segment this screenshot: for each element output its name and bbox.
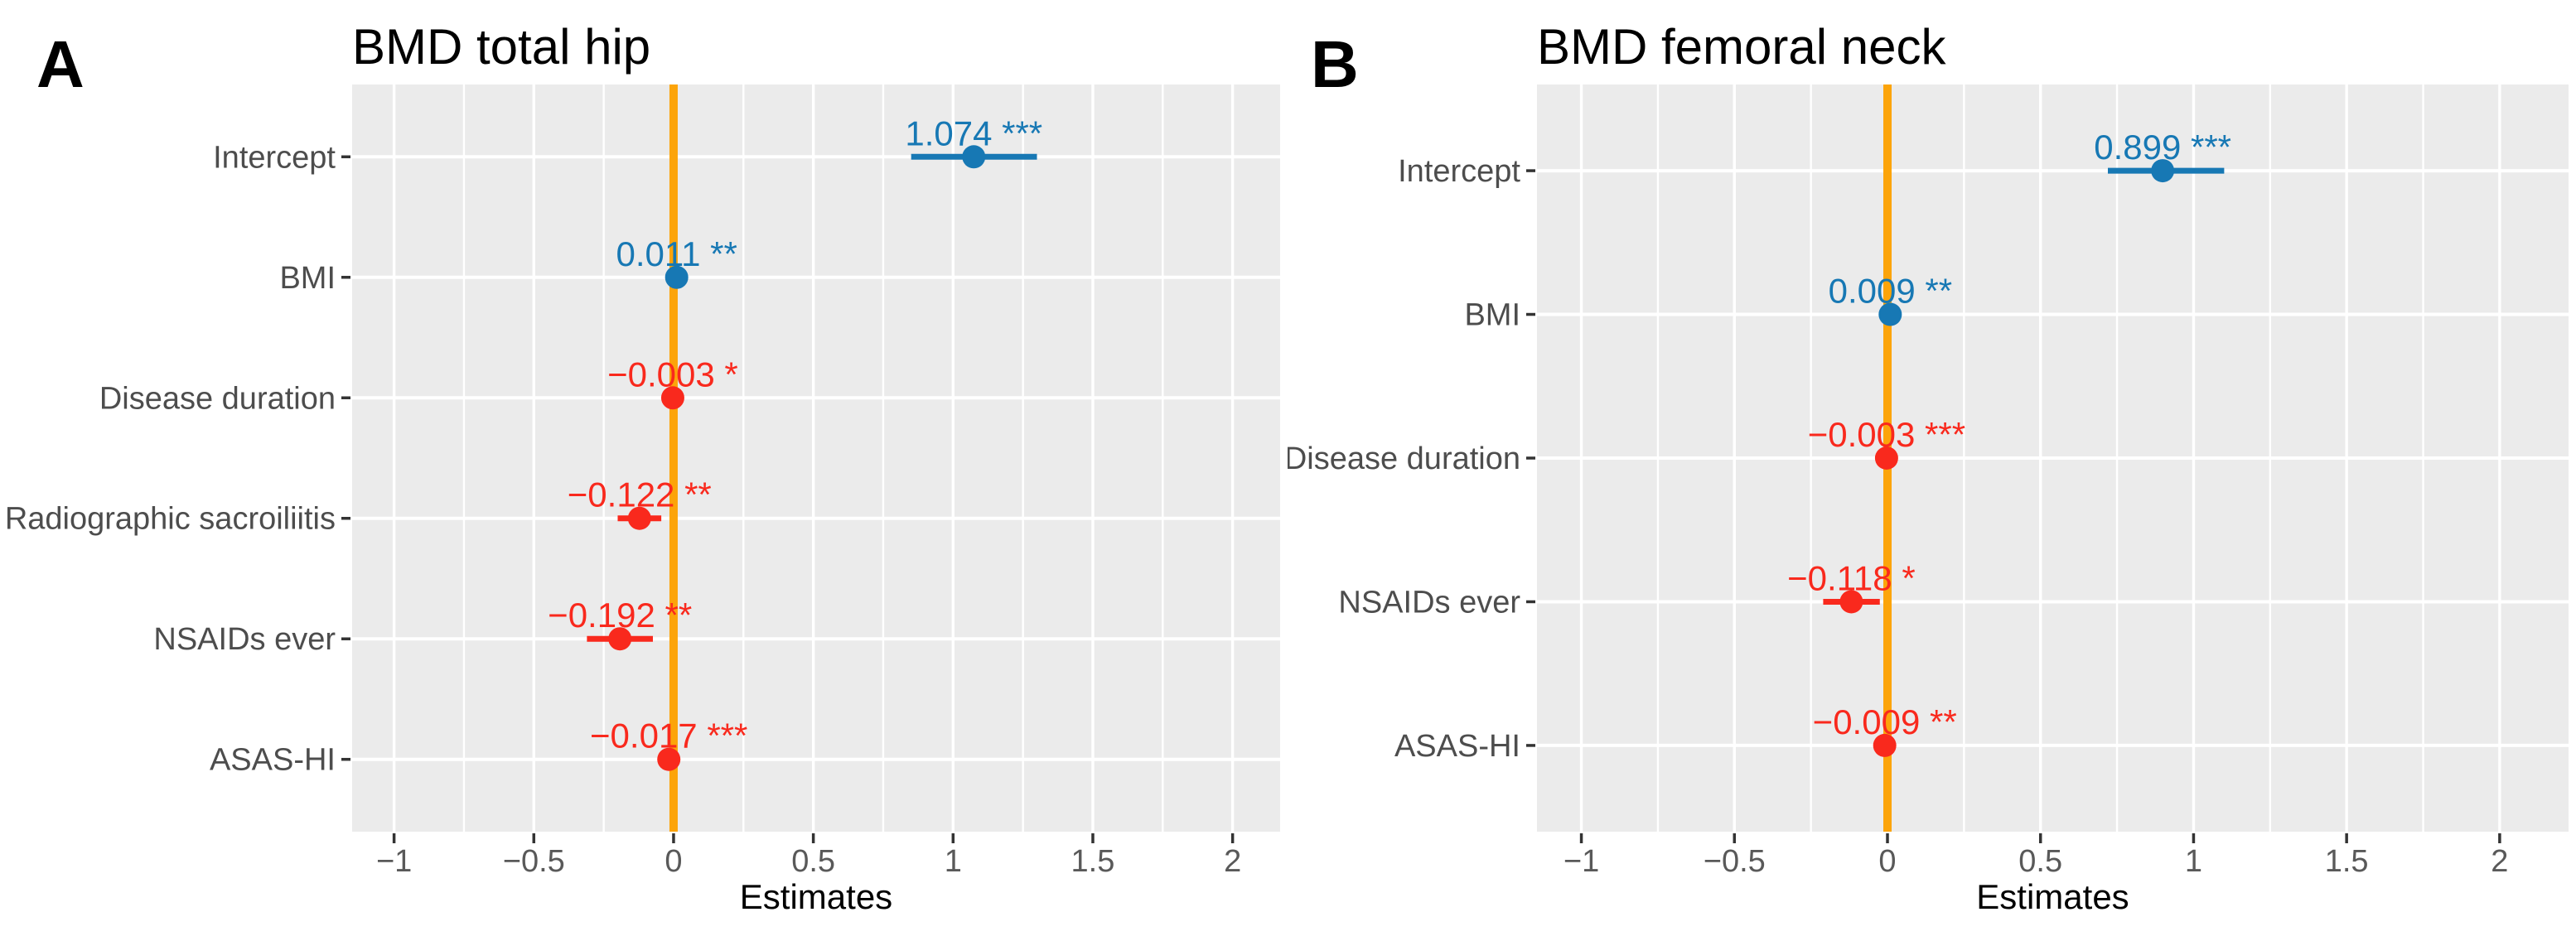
panel-b-title: BMD femoral neck: [1537, 19, 1946, 75]
estimate-point: [627, 506, 651, 530]
x-axis-tick-label: 1.5: [1071, 844, 1115, 879]
x-axis-tick-label: 0.5: [2018, 844, 2062, 879]
estimate-point: [660, 386, 684, 410]
estimate-label: −0.009 **: [1813, 702, 1957, 741]
x-axis-tick-label: 2: [1224, 844, 1241, 879]
estimate-point: [2151, 159, 2175, 183]
y-axis-category-label: Intercept: [213, 140, 336, 175]
estimate-point: [665, 265, 689, 289]
estimate-point: [962, 145, 986, 169]
panel-a: A BMD total hip 1.074 *** Intercept 0.011 …: [5, 19, 1280, 916]
estimate-label: −0.192 **: [548, 596, 692, 635]
panel-b-letter: B: [1311, 27, 1359, 101]
coefficient-row: 0.011 **: [616, 234, 737, 289]
y-axis-category-label: NSAIDs ever: [1338, 585, 1520, 620]
estimate-label: −0.017 ***: [590, 717, 747, 755]
x-axis-tick-label: −0.5: [1704, 844, 1766, 879]
panel-b: B BMD femoral neck 0.899 *** Intercept 0.0…: [1288, 0, 2576, 941]
estimate-point: [608, 627, 632, 651]
y-axis-category-label: Disease duration: [1288, 442, 1520, 476]
x-axis-tick-label: 0: [665, 844, 682, 879]
estimate-label: 0.009 **: [1829, 272, 1952, 311]
coefficient-row: 1.074 ***: [905, 113, 1042, 169]
x-axis-tick-label: 1: [945, 844, 962, 879]
x-axis-title: Estimates: [1976, 877, 2129, 916]
x-axis: −1 −0.5 0 0.5 1 1.5 2 Estimates: [376, 833, 1241, 916]
x-axis-tick-label: 0: [1878, 844, 1896, 879]
estimate-point: [1874, 446, 1898, 470]
x-axis-tick-label: 1: [2185, 844, 2202, 879]
panel-background: [352, 84, 1280, 832]
x-axis-tick-label: −1: [1563, 844, 1599, 879]
x-axis-tick-label: 0.5: [791, 844, 835, 879]
coefficient-row: −0.003 ***: [1808, 415, 1965, 470]
coefficient-row: 0.009 **: [1829, 272, 1952, 326]
x-axis-tick-label: 1.5: [2325, 844, 2369, 879]
panel-a-title: BMD total hip: [352, 19, 651, 75]
x-axis-tick-label: 2: [2491, 844, 2508, 879]
plot-panel: [352, 84, 1280, 832]
estimate-point: [1873, 733, 1897, 757]
estimate-point: [1878, 302, 1902, 326]
y-axis-category-label: ASAS-HI: [1394, 729, 1520, 764]
y-axis-category-label: NSAIDs ever: [153, 622, 336, 657]
coefficient-row: −0.118 *: [1787, 558, 1916, 614]
coefficient-row: −0.122 **: [568, 475, 712, 530]
estimate-label: 0.899 ***: [2094, 128, 2231, 166]
estimate-label: 0.011 **: [616, 234, 737, 273]
coefficient-row: −0.003 *: [607, 355, 738, 410]
y-axis-category-label: BMI: [1464, 298, 1520, 333]
estimate-label: −0.122 **: [568, 475, 712, 514]
x-axis-tick-label: −0.5: [503, 844, 565, 879]
x-axis-title: Estimates: [740, 877, 892, 916]
estimate-label: −0.118 *: [1787, 558, 1916, 597]
x-axis-tick-label: −1: [376, 844, 412, 879]
coefficient-row: −0.017 ***: [590, 717, 747, 771]
x-axis: −1 −0.5 0 0.5 1 1.5 2 Estimates: [1563, 833, 2508, 916]
panel-a-plot: 1.074 *** Intercept 0.011 ** BMI −0.003 * Dis…: [5, 84, 1280, 916]
panel-b-plot: 0.899 *** Intercept 0.009 ** BMI −0.003 *** D…: [1288, 84, 2569, 916]
y-axis-category-label: Disease duration: [99, 381, 336, 416]
estimate-label: −0.003 ***: [1808, 415, 1965, 454]
coefficient-row: 0.899 ***: [2094, 128, 2231, 183]
gridlines: [352, 84, 1280, 832]
y-axis-category-label: Radiographic sacroiliitis: [5, 502, 336, 537]
y-axis-category-label: Intercept: [1398, 154, 1520, 189]
panel-a-letter: A: [36, 27, 85, 101]
coefficient-row: −0.009 **: [1813, 702, 1957, 757]
coefficient-row: −0.192 **: [548, 596, 692, 651]
y-axis-category-label: ASAS-HI: [210, 743, 336, 778]
y-axis-category-label: BMI: [279, 261, 336, 296]
estimate-label: −0.003 *: [607, 355, 738, 393]
estimate-label: 1.074 ***: [905, 113, 1042, 152]
estimate-point: [657, 747, 681, 771]
estimate-point: [1839, 590, 1863, 614]
